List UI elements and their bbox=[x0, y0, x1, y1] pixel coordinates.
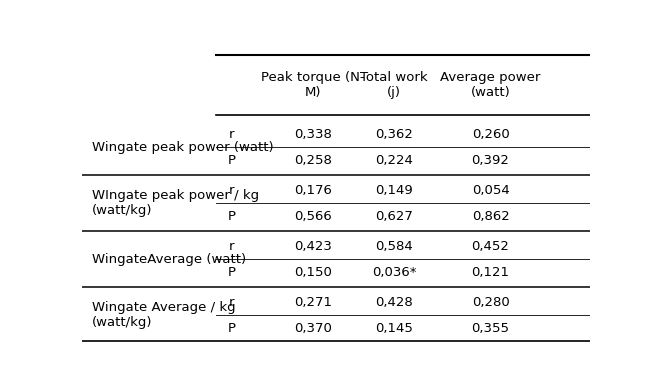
Text: 0,224: 0,224 bbox=[375, 154, 413, 167]
Text: 0,338: 0,338 bbox=[294, 127, 332, 141]
Text: P: P bbox=[228, 210, 236, 223]
Text: P: P bbox=[228, 322, 236, 335]
Text: P: P bbox=[228, 154, 236, 167]
Text: 0,258: 0,258 bbox=[294, 154, 332, 167]
Text: 0,392: 0,392 bbox=[472, 154, 510, 167]
Text: Total work
(j): Total work (j) bbox=[360, 71, 428, 99]
Text: 0,271: 0,271 bbox=[294, 296, 332, 309]
Text: 0,149: 0,149 bbox=[375, 183, 413, 196]
Text: 0,423: 0,423 bbox=[294, 240, 332, 252]
Text: 0,036*: 0,036* bbox=[372, 266, 417, 279]
Text: r: r bbox=[229, 183, 234, 196]
Text: 0,452: 0,452 bbox=[472, 240, 510, 252]
Text: 0,176: 0,176 bbox=[294, 183, 332, 196]
Text: 0,054: 0,054 bbox=[472, 183, 510, 196]
Text: 0,150: 0,150 bbox=[294, 266, 332, 279]
Text: WingateAverage (watt): WingateAverage (watt) bbox=[92, 253, 246, 266]
Text: Average power
(watt): Average power (watt) bbox=[440, 71, 540, 99]
Text: Wingate Average / kg: Wingate Average / kg bbox=[92, 301, 236, 314]
Text: (watt/kg): (watt/kg) bbox=[92, 316, 153, 329]
Text: 0,566: 0,566 bbox=[294, 210, 331, 223]
Text: 0,145: 0,145 bbox=[375, 322, 413, 335]
Text: Wingate peak power (watt): Wingate peak power (watt) bbox=[92, 141, 274, 154]
Text: 0,627: 0,627 bbox=[375, 210, 413, 223]
Text: 0,862: 0,862 bbox=[472, 210, 510, 223]
Text: 0,280: 0,280 bbox=[472, 296, 510, 309]
Text: r: r bbox=[229, 240, 234, 252]
Text: r: r bbox=[229, 296, 234, 309]
Text: P: P bbox=[228, 266, 236, 279]
Text: 0,355: 0,355 bbox=[472, 322, 510, 335]
Text: 0,428: 0,428 bbox=[375, 296, 413, 309]
Text: WIngate peak power / kg: WIngate peak power / kg bbox=[92, 189, 259, 202]
Text: 0,370: 0,370 bbox=[294, 322, 332, 335]
Text: 0,121: 0,121 bbox=[472, 266, 510, 279]
Text: 0,584: 0,584 bbox=[375, 240, 413, 252]
Text: 0,362: 0,362 bbox=[375, 127, 413, 141]
Text: 0,260: 0,260 bbox=[472, 127, 510, 141]
Text: r: r bbox=[229, 127, 234, 141]
Text: Peak torque (N-
M): Peak torque (N- M) bbox=[261, 71, 365, 99]
Text: (watt/kg): (watt/kg) bbox=[92, 204, 153, 217]
